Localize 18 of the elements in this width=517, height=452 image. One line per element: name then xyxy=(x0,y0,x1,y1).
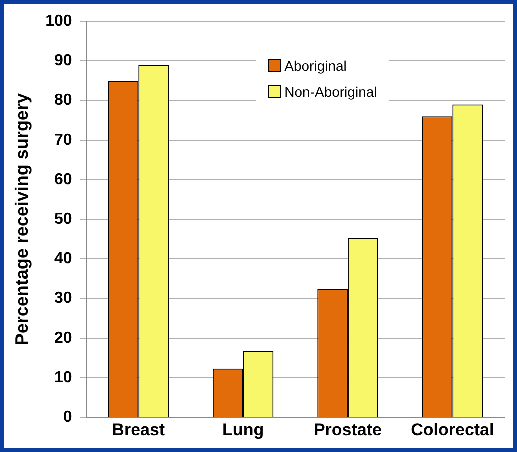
legend-label: Non-Aboriginal xyxy=(284,84,378,100)
x-tick-label: Breast xyxy=(112,420,166,440)
y-tick-label: 50 xyxy=(54,211,72,228)
y-tick-label: 0 xyxy=(63,409,72,426)
y-tick-label: 30 xyxy=(54,290,72,308)
y-tick-label: 10 xyxy=(54,369,72,386)
y-tick-label: 80 xyxy=(54,92,72,110)
legend-label: Aboriginal xyxy=(284,58,347,74)
y-tick-label: 90 xyxy=(54,52,72,70)
y-tick-label: 60 xyxy=(54,171,72,188)
y-tick-label: 100 xyxy=(46,13,72,30)
x-tick-label: Lung xyxy=(222,420,264,440)
y-tick-label: 40 xyxy=(54,250,72,268)
y-axis-title: Percentage receiving surgery xyxy=(12,94,32,346)
x-tick-label: Colorectal xyxy=(411,420,494,440)
y-tick-label: 20 xyxy=(54,330,72,347)
x-tick-label: Prostate xyxy=(314,420,382,440)
y-tick-label: 70 xyxy=(54,132,72,149)
